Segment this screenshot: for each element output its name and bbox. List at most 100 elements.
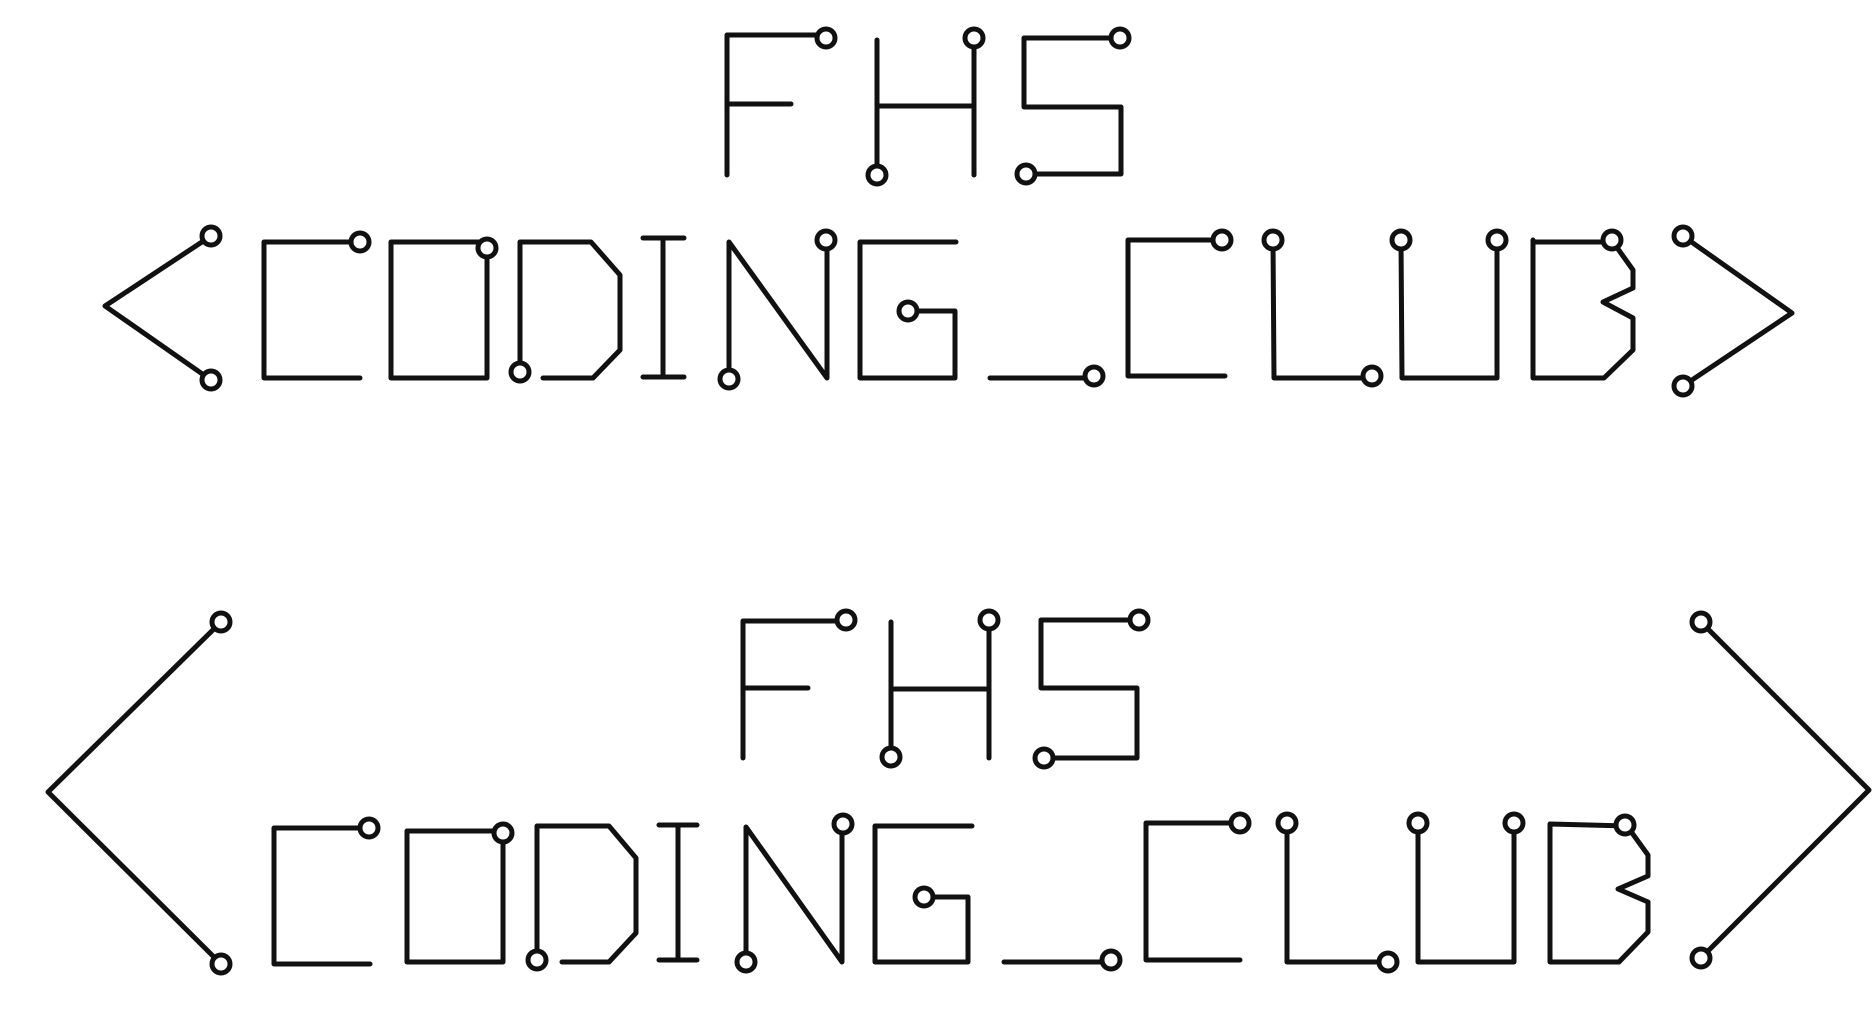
glyph-underscore-node-1 [1099,948,1123,972]
glyph-B-node-1 [1613,813,1637,837]
glyph-L [1261,228,1384,388]
glyph-C2 [1143,811,1252,963]
glyph-C1 [261,230,372,381]
glyph-N-node-2 [831,812,855,836]
glyph-O-node-1 [491,821,515,845]
glyph-O-trace-1 [404,828,506,965]
glyph-F [740,608,858,761]
glyph-N-trace-1 [743,821,845,965]
glyph-L [1275,811,1400,974]
glyph-F [724,26,838,178]
glyph-U [1389,228,1509,381]
glyph-C2 [1125,228,1234,379]
bracket-left [102,224,223,392]
glyph-C2-node-1 [1228,811,1252,835]
glyph-U-trace-1 [1398,237,1500,381]
glyph-L-node-2 [1360,364,1384,388]
glyph-C1 [271,816,381,967]
glyph-U [1406,811,1526,965]
glyph-S-trace-1 [1038,617,1142,761]
glyph-G-node-1 [912,885,936,909]
glyph-D-node-1 [508,360,532,384]
glyph-L-trace-1 [1284,820,1391,965]
glyph-L-node-1 [1275,811,1299,835]
glyph-N-trace-1 [726,239,830,381]
glyph-C1-trace-1 [271,825,373,967]
glyph-N [717,228,838,391]
glyph-D-trace-1 [534,823,639,965]
glyph-L-node-1 [1261,228,1285,252]
glyph-C2-trace-1 [1125,237,1228,379]
glyph-O-node-1 [475,236,499,260]
bracket-left-trace-1 [102,233,214,383]
bracket-right-node-1 [1689,610,1713,634]
bracket-left-node-2 [209,952,233,976]
bracket-left-node-1 [199,224,223,248]
glyph-F-node-1 [814,26,838,50]
glyph-S [1014,26,1132,186]
glyph-H-node-1 [879,745,903,769]
bracket-right-trace-1 [1698,619,1872,961]
glyph-D [525,823,639,972]
glyph-U-node-2 [1485,228,1509,252]
bracket-left-node-2 [199,368,223,392]
bracket-right [1689,610,1872,970]
glyph-H [879,608,1001,769]
glyph-L-node-2 [1376,950,1400,974]
bracket-right-node-1 [1671,224,1695,248]
glyph-H-node-1 [865,163,889,187]
glyph-H-node-2 [962,26,986,50]
glyph-C1-node-1 [357,816,381,840]
glyph-H [865,26,986,187]
glyph-D-node-1 [525,948,549,972]
glyph-D [508,239,623,384]
glyph-S-trace-1 [1021,35,1124,177]
glyph-H-node-2 [977,608,1001,632]
glyph-underscore [1001,948,1123,972]
glyph-I [656,822,700,963]
logo-wide [45,608,1872,976]
glyph-S [1032,608,1151,770]
glyph-U-node-1 [1389,228,1413,252]
glyph-U-trace-1 [1415,820,1517,965]
glyph-S-node-1 [1108,26,1132,50]
glyph-F-trace-1 [724,32,829,178]
glyph-G-trace-1 [857,239,959,381]
glyph-O-trace-1 [388,239,490,381]
glyph-G-node-1 [896,299,920,323]
glyph-C2-trace-1 [1143,820,1243,963]
glyph-B-trace-1 [1547,821,1651,965]
glyph-N-node-1 [717,367,741,391]
glyph-F-trace-1 [740,618,849,761]
glyph-L-trace-1 [1270,237,1375,381]
glyph-O [388,236,499,381]
glyph-G [872,823,975,965]
bracket-right-trace-1 [1680,233,1795,389]
glyph-F-node-1 [834,608,858,632]
glyph-U-node-2 [1502,811,1526,835]
bracket-right-node-2 [1689,946,1713,970]
glyph-N-node-1 [734,950,758,974]
glyph-C1-node-1 [348,230,372,254]
glyph-S-node-2 [1032,746,1056,770]
glyph-B [1547,813,1651,965]
bracket-left-trace-1 [45,619,224,967]
glyph-B-node-1 [1600,228,1624,252]
glyph-D-trace-1 [517,239,623,381]
glyph-S-node-1 [1127,608,1151,632]
glyph-B [1530,228,1636,381]
glyph-I [640,235,687,380]
glyph-N-node-2 [814,228,838,252]
glyph-C1-trace-1 [261,239,363,381]
bracket-right-node-2 [1671,374,1695,398]
glyph-S-node-2 [1014,162,1038,186]
glyph-G [857,239,959,381]
bracket-left [45,610,233,976]
glyph-C2-node-1 [1210,228,1234,252]
logo-compact [102,26,1795,398]
bracket-right [1671,224,1795,398]
glyph-underscore [987,364,1106,388]
glyph-B-trace-1 [1530,237,1636,381]
